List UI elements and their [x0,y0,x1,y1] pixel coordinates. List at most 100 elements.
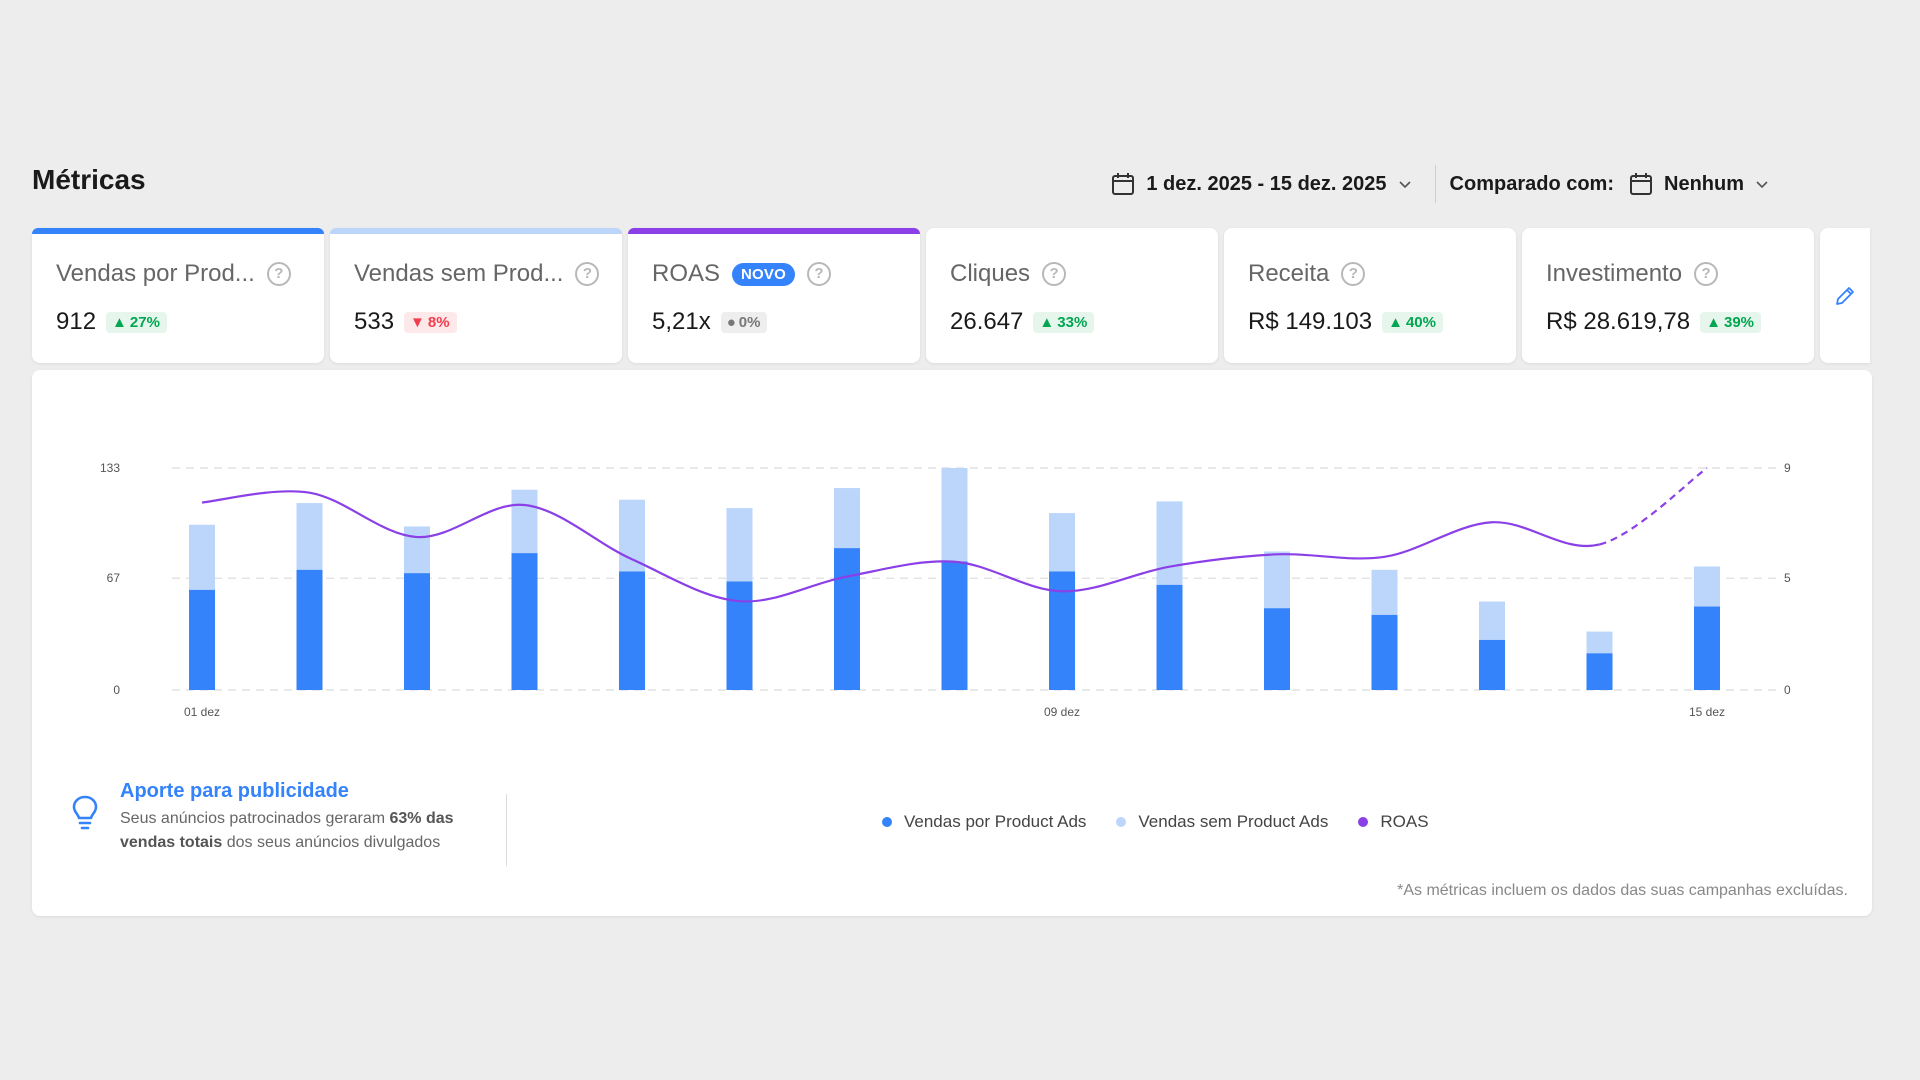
insight-body: Aporte para publicidade Seus anúncios pa… [120,780,465,855]
insight-text: Seus anúncios patrocinados geraram 63% d… [120,807,465,855]
card-value: 912 [56,308,97,335]
card-title: ROAS [652,260,721,287]
metric-card-vendas-product-ads[interactable]: Vendas por Prod... ? 912 ▲ 27% [32,228,324,363]
card-value: 26.647 [950,308,1024,335]
chart-legend: Vendas por Product Ads Vendas sem Produc… [882,812,1429,832]
legend-label: Vendas por Product Ads [904,812,1087,831]
card-topbar [330,228,622,234]
bar-vendas-product-ads [1156,584,1183,690]
bar-vendas-product-ads [1586,653,1613,690]
bar-vendas-product-ads [1371,614,1398,690]
y-left-tick-label: 67 [107,571,121,585]
card-title: Receita [1248,260,1330,287]
help-circle-icon[interactable]: ? [807,262,831,286]
edit-metrics-button[interactable] [1820,228,1870,363]
x-tick-label: 09 dez [1044,705,1080,719]
card-title: Investimento [1546,260,1683,287]
delta-badge: ● 0% [720,311,768,333]
help-circle-icon[interactable]: ? [1042,262,1067,286]
metric-card-roas[interactable]: ROAS NOVO ? 5,21x ● 0% [628,228,920,363]
delta-badge: ▲ 40% [1382,311,1443,333]
insight-bold-text: das vendas totais [120,810,454,851]
neutral-dot-icon: ● [726,313,736,331]
arrow-up-icon: ▲ [1039,313,1055,331]
legend-label: ROAS [1380,812,1429,831]
date-range-label: 1 dez. 2025 - 15 dez. 2025 [1146,172,1387,195]
lightbulb-icon [72,795,98,830]
help-circle-icon[interactable]: ? [1341,262,1366,286]
card-topbar [32,228,324,234]
top-controls: 1 dez. 2025 - 15 dez. 2025 Comparado com… [1110,165,1770,203]
card-title: Vendas sem Prod... [354,260,564,287]
metric-card-receita[interactable]: Receita ? R$ 149.103 ▲ 40% [1224,228,1516,363]
date-range-picker[interactable]: 1 dez. 2025 - 15 dez. 2025 [1110,171,1412,197]
bar-vendas-sem-product-ads [1586,631,1613,654]
sales-roas-chart: 0 0 67 5 133 9 01 dez 09 dez 15 dez [100,461,1791,719]
chart-panel: 0 0 67 5 133 9 01 dez 09 dez 15 dez Aporte para … [32,370,1872,916]
compare-select[interactable]: Nenhum [1628,171,1770,197]
legend-label: Vendas sem Product Ads [1138,812,1329,831]
delta-badge: ▼ 8% [404,311,457,333]
roas-line-dashed [1599,467,1708,546]
bar-vendas-sem-product-ads [404,526,430,574]
card-title: Cliques [950,260,1031,287]
y-left-tick-label: 133 [100,461,120,475]
legend-item-roas[interactable]: ROAS [1358,812,1429,832]
insight-title-link[interactable]: Aporte para publicidade [120,780,349,802]
metric-card-vendas-sem-product-ads[interactable]: Vendas sem Prod... ? 533 ▼ 8% [330,228,622,363]
bar-vendas-sem-product-ads [1371,569,1398,615]
metric-card-cliques[interactable]: Cliques ? 26.647 ▲ 33% [926,228,1218,363]
delta-value: 27% [129,313,160,331]
page-title: Métricas [32,164,146,195]
chevron-down-icon [1756,181,1768,189]
x-tick-label: 01 dez [184,705,220,719]
delta-badge: ▲ 27% [106,311,167,333]
compare-control: Comparado com: Nenhum [1450,171,1770,197]
bar-vendas-product-ads [834,548,860,690]
card-value: 5,21x [652,308,711,335]
metric-card-investimento[interactable]: Investimento ? R$ 28.619,78 ▲ 39% [1522,228,1814,363]
delta-value: 8% [427,313,450,331]
delta-value: 39% [1723,313,1755,331]
bar-vendas-product-ads [1694,606,1720,690]
help-circle-icon[interactable]: ? [266,262,291,286]
bar-vendas-sem-product-ads [1479,601,1505,640]
arrow-up-icon: ▲ [112,313,127,331]
help-circle-icon[interactable]: ? [1694,262,1719,286]
delta-value: 0% [738,313,761,331]
legend-item-vendas-sem-product-ads[interactable]: Vendas sem Product Ads [1116,812,1328,832]
bar-vendas-sem-product-ads [189,524,215,590]
roas-line [201,490,1600,603]
x-tick-label: 15 dez [1689,705,1725,719]
card-topbar [628,228,920,234]
card-value: R$ 28.619,78 [1546,308,1691,335]
divider [1434,165,1436,203]
bar-vendas-sem-product-ads [1694,566,1720,607]
compare-value: Nenhum [1664,172,1744,195]
bar-vendas-sem-product-ads [941,468,968,562]
bar-vendas-sem-product-ads [1049,513,1075,572]
calendar-icon [1630,173,1652,195]
metric-cards: Vendas por Prod... ? 912 ▲ 27% Vendas sem… [32,228,1870,363]
bar-vendas-product-ads [1479,639,1505,690]
card-value: 533 [354,308,395,335]
bar-vendas-sem-product-ads [726,508,753,582]
legend-dot [1116,817,1127,827]
insight-text-part: dos seus anúncios divulgados [222,834,441,851]
legend-item-vendas-product-ads[interactable]: Vendas por Product Ads [882,812,1086,832]
delta-badge: ▲ 33% [1033,311,1095,333]
bar-vendas-product-ads [404,573,430,690]
y-right-tick-label: 5 [1784,571,1791,585]
help-circle-icon[interactable]: ? [575,262,600,286]
bar-vendas-product-ads [511,553,538,690]
arrow-down-icon: ▼ [410,313,425,331]
bar-vendas-sem-product-ads [1156,501,1183,585]
bar-vendas-product-ads [189,589,215,690]
new-badge: NOVO [732,262,795,286]
bar-vendas-product-ads [296,569,323,690]
delta-value: 33% [1057,313,1088,331]
legend-dot [882,817,892,827]
arrow-up-icon: ▲ [1388,313,1403,331]
compare-label: Comparado com: [1449,172,1614,195]
arrow-up-icon: ▲ [1706,313,1721,331]
